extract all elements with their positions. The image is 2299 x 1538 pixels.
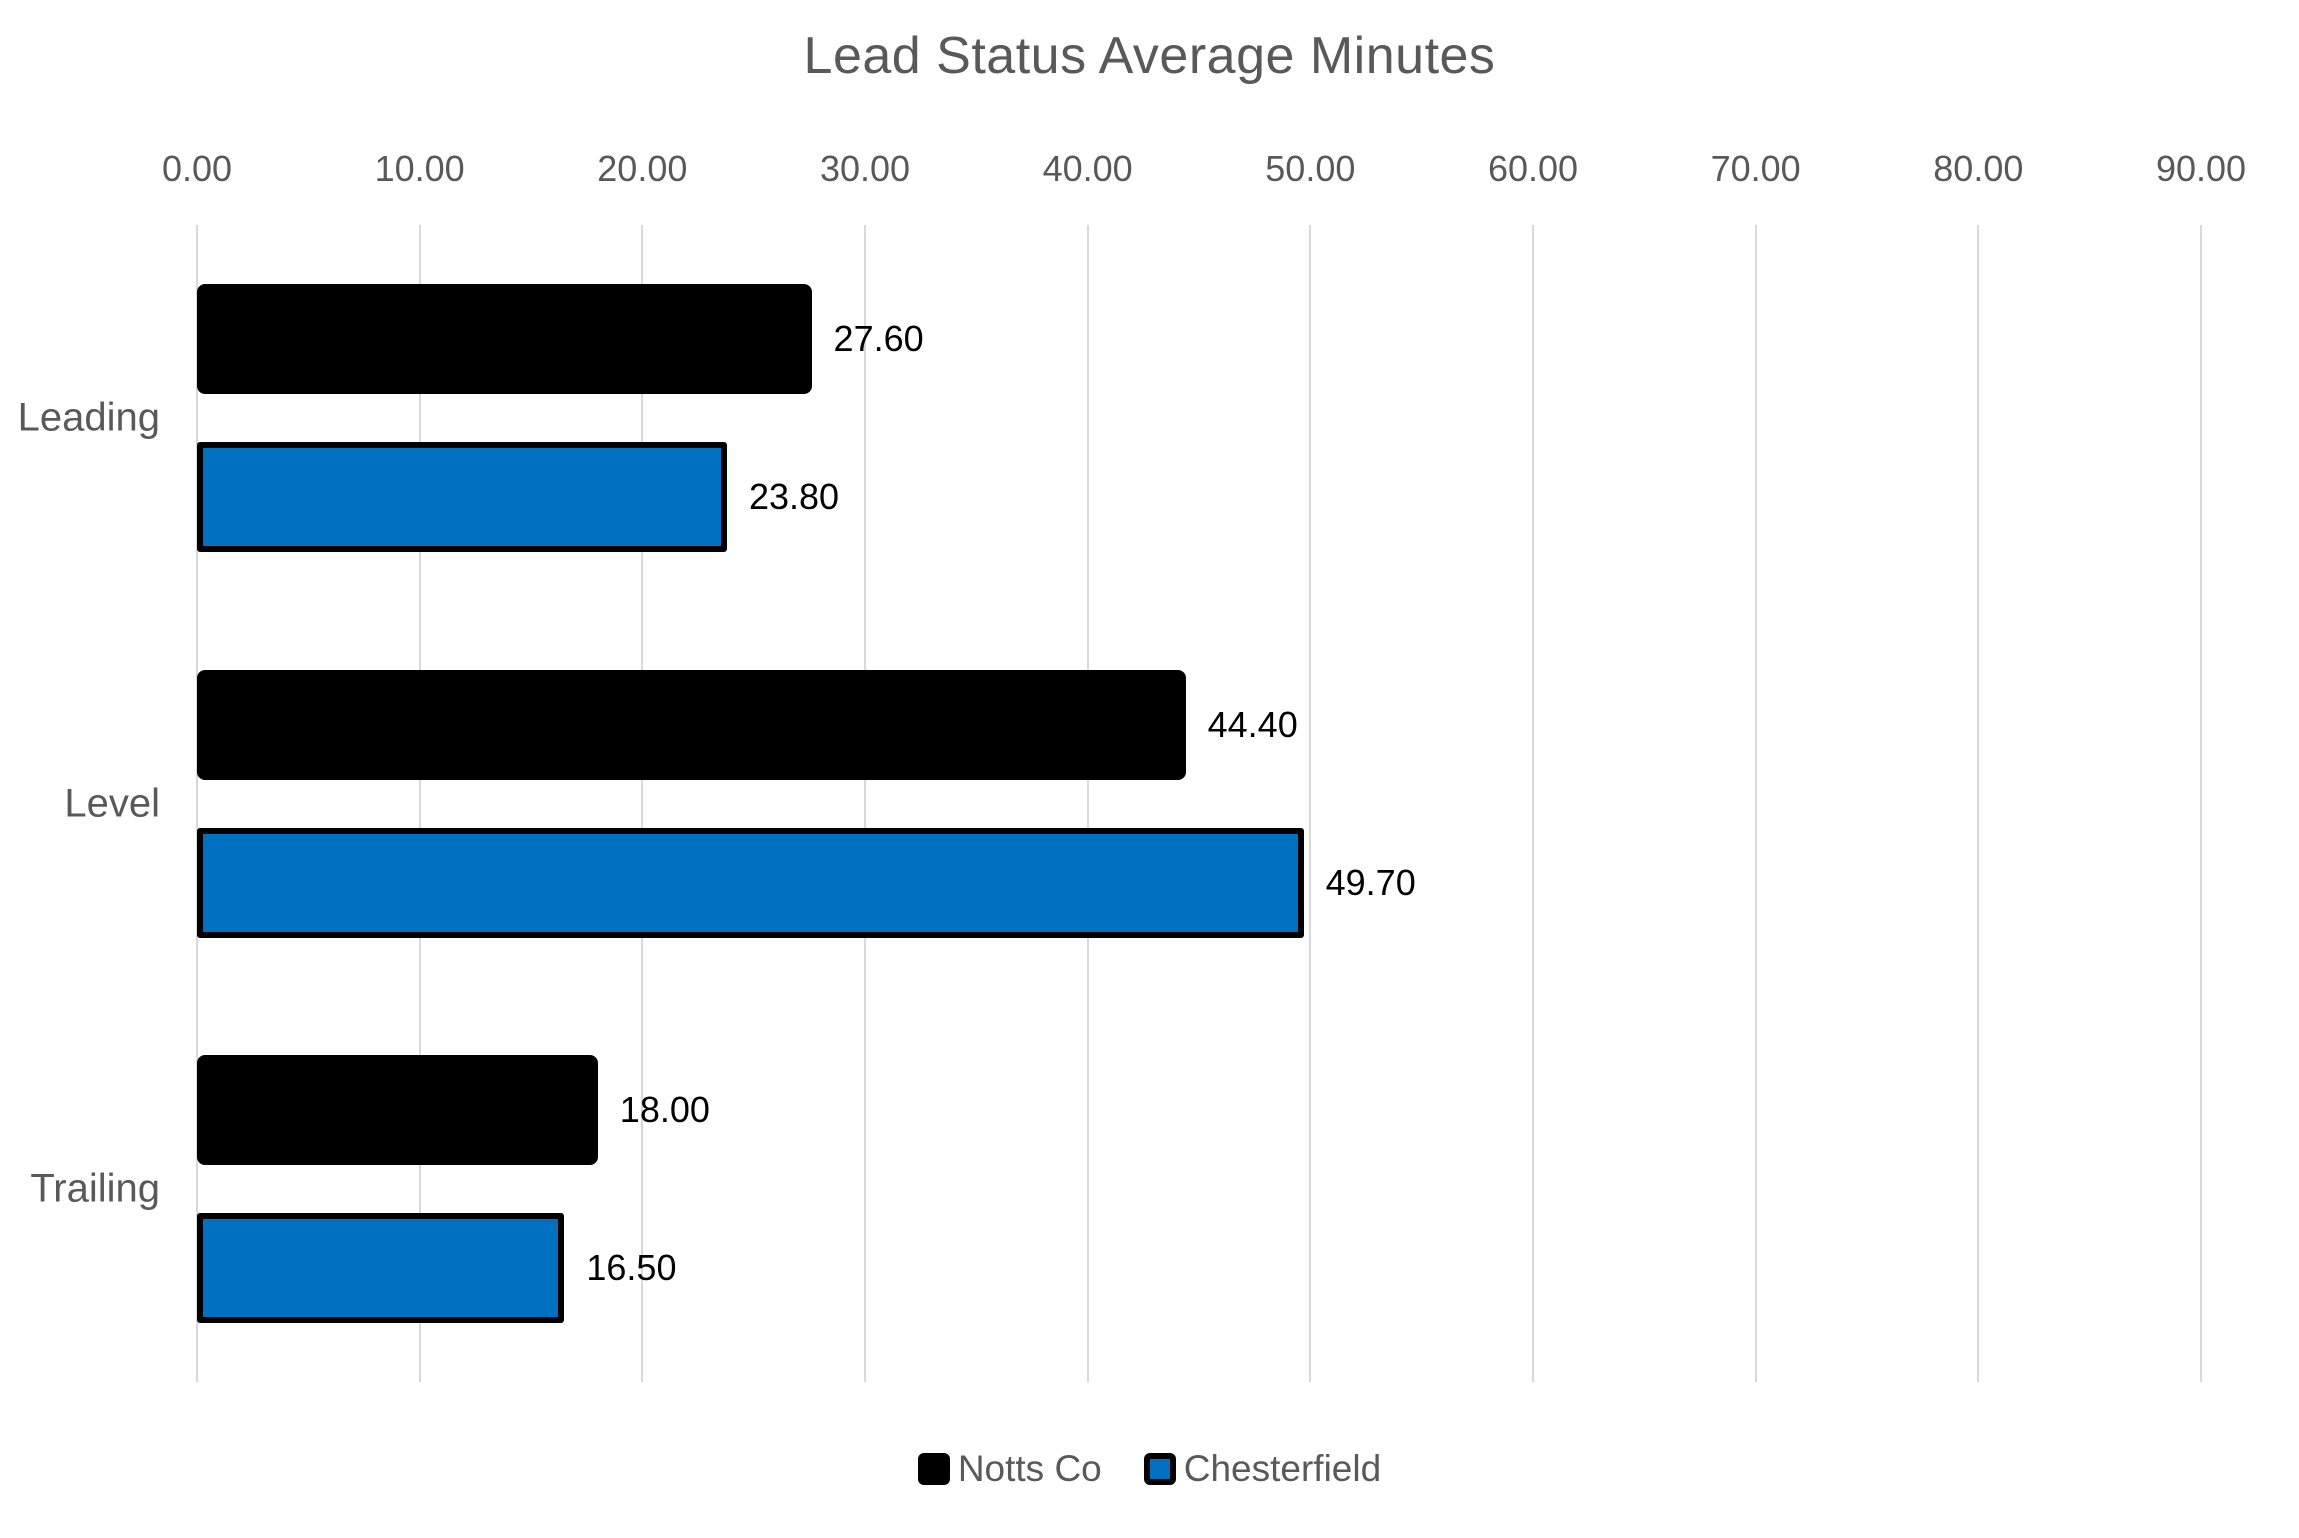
gridline xyxy=(864,225,866,1382)
gridline xyxy=(2200,225,2202,1382)
bar-chesterfield-trailing xyxy=(197,1213,565,1324)
gridline xyxy=(1977,225,1980,1382)
x-axis-tick-label: 90.00 xyxy=(2155,148,2247,189)
gridline xyxy=(418,225,421,1382)
x-axis-tick-label: 0.00 xyxy=(161,148,233,189)
data-label: 23.80 xyxy=(748,475,840,517)
gridline xyxy=(1086,225,1089,1382)
gridline xyxy=(196,225,198,1382)
x-axis-tick-label: 10.00 xyxy=(374,148,465,189)
x-axis-tick-label: 70.00 xyxy=(1710,148,1801,189)
legend-swatch-icon xyxy=(917,1453,950,1485)
legend-swatch-icon xyxy=(1143,1453,1176,1485)
legend-item-notts-co: Notts Co xyxy=(917,1448,1102,1490)
plot-area xyxy=(196,225,2202,1382)
x-axis-tick-label: 40.00 xyxy=(1042,148,1133,189)
bar-notts-co-level xyxy=(197,669,1186,780)
category-label: Level xyxy=(64,781,160,825)
x-axis-tick-label: 30.00 xyxy=(819,148,911,189)
data-label: 44.40 xyxy=(1207,703,1298,745)
gridline xyxy=(1754,225,1757,1382)
bar-notts-co-leading xyxy=(197,283,812,394)
bar-chesterfield-leading xyxy=(197,441,727,552)
gridline xyxy=(1532,225,1534,1382)
legend-label: Chesterfield xyxy=(1183,1448,1382,1489)
gridline xyxy=(641,225,644,1382)
bar-chesterfield-level xyxy=(197,827,1304,938)
data-label: 49.70 xyxy=(1325,861,1416,903)
gridline xyxy=(1309,225,1312,1382)
data-label: 18.00 xyxy=(619,1089,710,1131)
bar-notts-co-trailing xyxy=(197,1055,598,1166)
x-axis-tick-label: 80.00 xyxy=(1933,148,2024,189)
chart-title: Lead Status Average Minutes xyxy=(803,27,1496,85)
legend-label: Notts Co xyxy=(957,1448,1102,1489)
legend-item-chesterfield: Chesterfield xyxy=(1143,1448,1382,1490)
category-label: Trailing xyxy=(30,1166,160,1211)
data-label: 27.60 xyxy=(833,317,924,359)
x-axis-tick-label: 60.00 xyxy=(1487,148,1579,189)
data-label: 16.50 xyxy=(586,1247,677,1289)
legend: Notts Co Chesterfield xyxy=(0,1448,2299,1490)
x-axis-tick-label: 20.00 xyxy=(597,148,688,189)
x-axis-tick-label: 50.00 xyxy=(1265,148,1356,189)
category-label: Leading xyxy=(17,395,160,440)
